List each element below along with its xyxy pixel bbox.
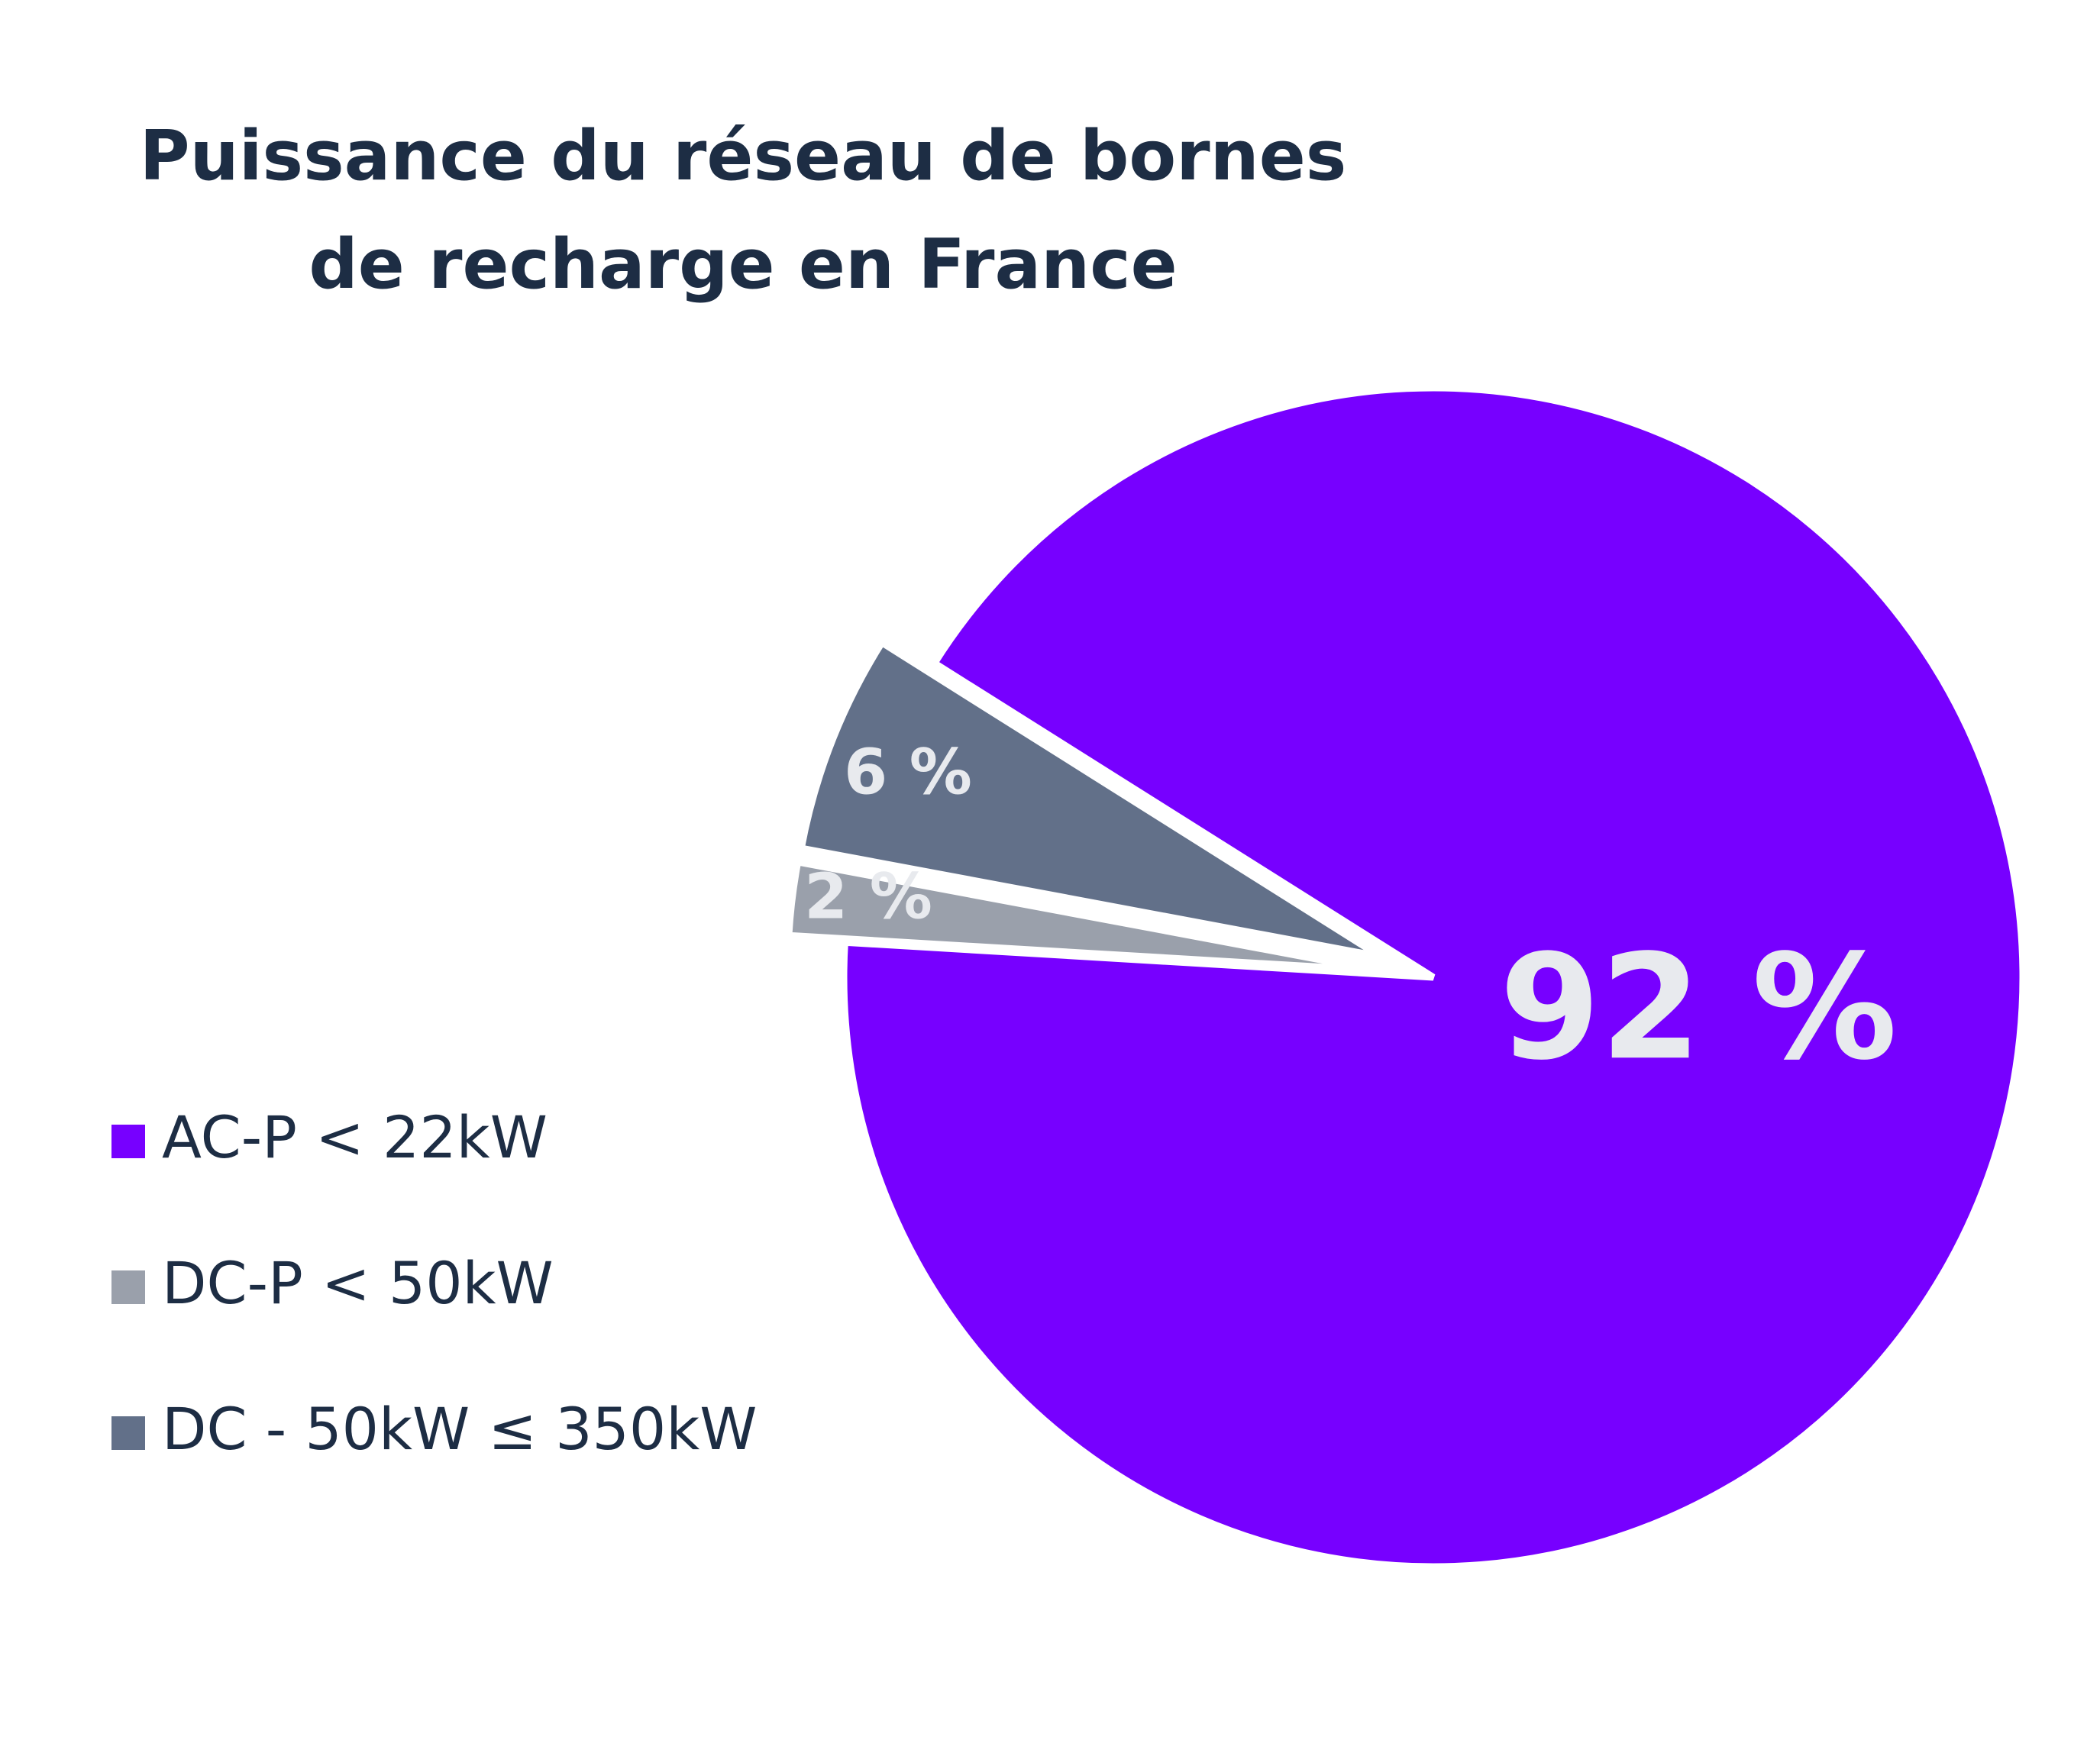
chart-title: de recharge en France	[309, 224, 1177, 305]
legend-label: AC-P < 22kW	[162, 1103, 548, 1171]
slice-label: 2 %	[804, 860, 932, 933]
legend-swatch	[111, 1270, 145, 1304]
pie-slice	[840, 384, 2027, 1571]
slice-label: 6 %	[844, 736, 972, 809]
legend-swatch	[111, 1125, 145, 1158]
legend: AC-P < 22kW DC-P < 50kW DC - 50kW ≤ 350kW	[111, 1103, 757, 1463]
legend-label: DC - 50kW ≤ 350kW	[162, 1395, 757, 1463]
pie-slice	[785, 857, 1378, 974]
pie-slice	[797, 638, 1383, 960]
pie: 92 % 2 % 6 %	[785, 384, 2027, 1571]
legend-swatch	[111, 1416, 145, 1450]
slice-label: 92 %	[1500, 923, 1898, 1092]
legend-label: DC-P < 50kW	[162, 1249, 554, 1317]
chart-title: Puissance du réseau de bornes	[140, 116, 1347, 196]
